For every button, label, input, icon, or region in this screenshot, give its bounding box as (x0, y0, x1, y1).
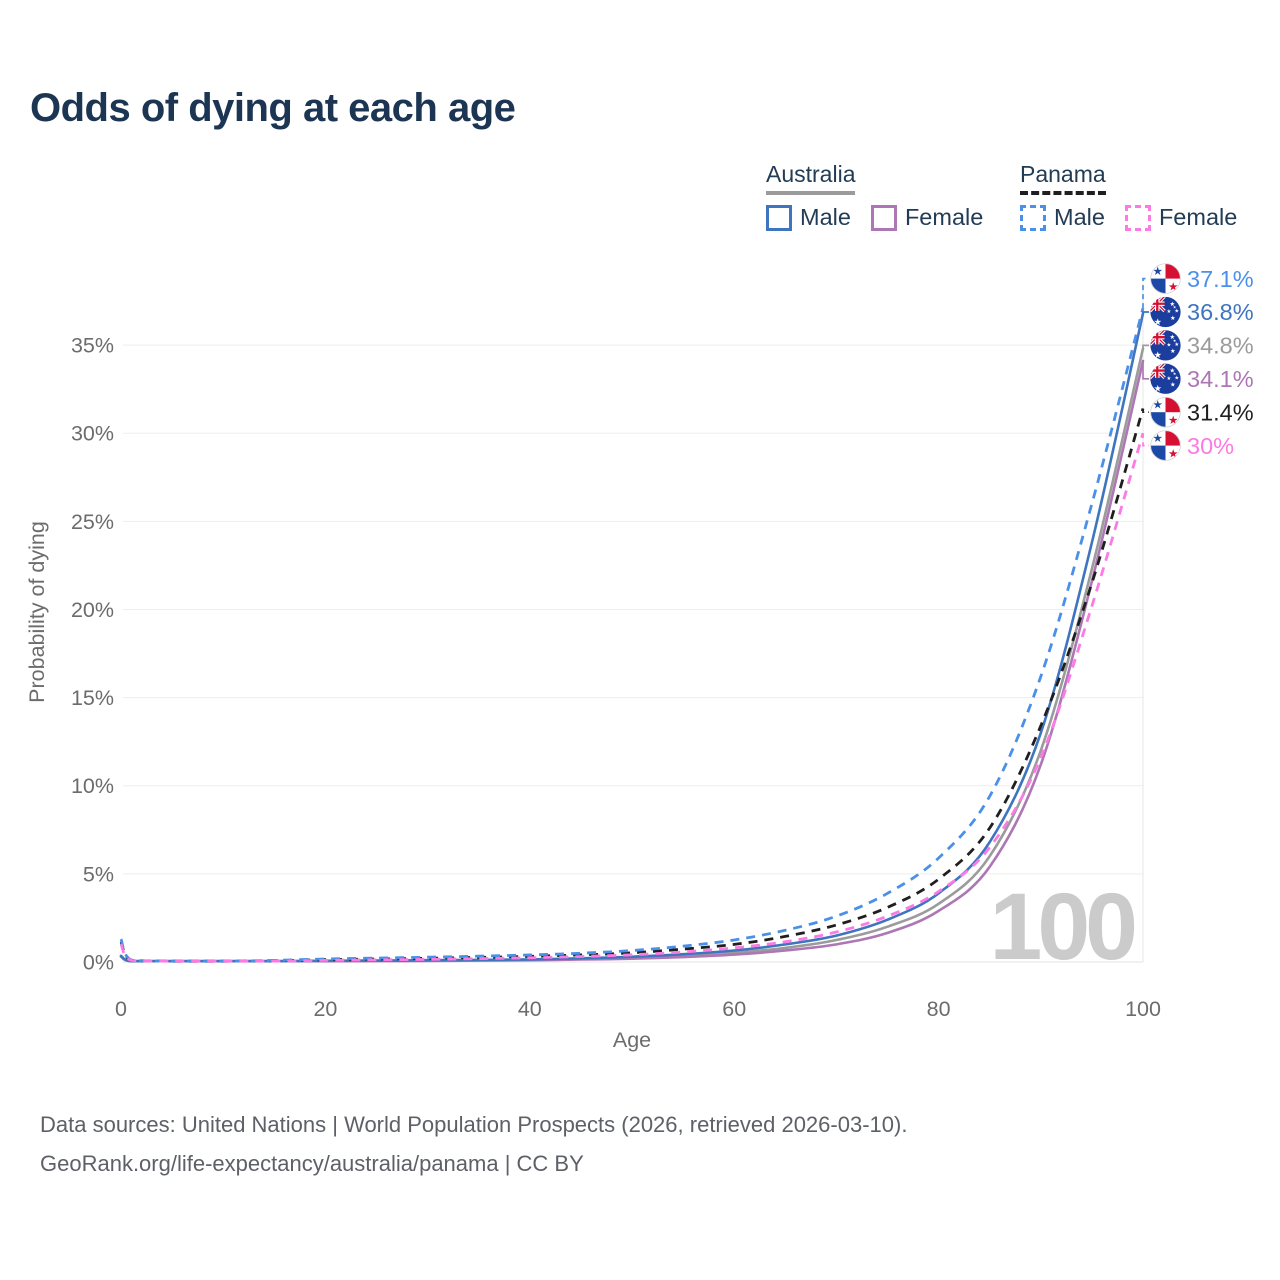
end-label-connector-panama-male (1142, 277, 1149, 309)
australia-flag-icon (1150, 363, 1181, 394)
x-tick-label: 60 (722, 997, 746, 1021)
legend-label: Female (1158, 204, 1238, 231)
panama-female-swatch-icon (1124, 204, 1151, 231)
end-label-value-australia-male: 36.8% (1187, 299, 1254, 325)
legend-row-panama: Male Female (1020, 204, 1237, 231)
series-layer (119, 307, 1145, 963)
legend-item-australia-female[interactable]: Female (870, 204, 984, 231)
x-axis-title: Age (613, 1028, 651, 1052)
australia-flag-icon (1150, 330, 1181, 361)
y-tick-label: 20% (71, 598, 114, 622)
y-tick-label: 30% (71, 422, 114, 446)
legend-group-panama: Panama Male Female (1020, 161, 1237, 231)
x-tick-label: 20 (313, 997, 337, 1021)
y-tick-label: 35% (71, 334, 114, 358)
end-label-connector-australia-both (1142, 344, 1149, 349)
footer-link: GeoRank.org/life-expectancy/australia/pa… (40, 1151, 584, 1176)
age-watermark: 100 (989, 874, 1137, 980)
end-label-value-panama-female: 30% (1187, 433, 1234, 459)
end-label-connector-australia-female (1142, 361, 1149, 380)
legend-item-australia-male[interactable]: Male (766, 204, 851, 231)
series-line-panama-both[interactable] (119, 408, 1145, 963)
x-tick-label: 40 (518, 997, 542, 1021)
series-line-panama-male[interactable] (119, 307, 1145, 963)
australia-male-swatch-icon (766, 204, 792, 231)
y-tick-label: 5% (83, 862, 114, 886)
y-axis-title: Probability of dying (25, 521, 49, 703)
series-line-australia-male[interactable] (119, 312, 1145, 963)
legend-row-australia: Male Female (766, 204, 983, 231)
series-line-australia-female[interactable] (119, 359, 1145, 963)
series-line-australia-both[interactable] (119, 347, 1145, 963)
legend-header-panama[interactable]: Panama (1020, 161, 1106, 196)
legend-header-australia[interactable]: Australia (766, 161, 856, 196)
legend-item-panama-male[interactable]: Male (1020, 204, 1105, 231)
x-tick-label: 0 (115, 997, 127, 1021)
end-label-connector-panama-female (1142, 433, 1149, 447)
x-tick-label: 100 (1125, 997, 1161, 1021)
legend-label: Male (800, 204, 851, 231)
y-tick-label: 25% (71, 510, 114, 534)
y-tick-label: 10% (71, 774, 114, 798)
legend-group-australia: Australia Male Female (766, 161, 983, 231)
end-label-value-australia-both: 34.8% (1187, 333, 1254, 359)
australia-flag-icon (1150, 297, 1181, 328)
y-tick-label: 0% (83, 951, 114, 975)
grid-layer: 0% 5% 10% 15% 20% 25% 30% 35% 0 20 40 60 80 100 Age Pro… (25, 283, 1161, 1052)
australia-female-swatch-icon (870, 204, 897, 231)
legend-item-panama-female[interactable]: Female (1124, 204, 1238, 231)
end-label-value-australia-female: 34.1% (1187, 366, 1254, 392)
page-title: Odds of dying at each age (30, 86, 516, 130)
end-label-value-panama-both: 31.4% (1187, 399, 1254, 425)
legend-label: Male (1054, 204, 1105, 231)
panama-flag-icon (1150, 263, 1181, 294)
footer-sources: Data sources: United Nations | World Pop… (40, 1112, 908, 1137)
y-tick-label: 15% (71, 686, 114, 710)
end-label-connector-panama-both (1142, 408, 1149, 414)
footer-note: Data sources: United Nations | World Pop… (40, 1105, 907, 1183)
series-line-panama-female[interactable] (119, 432, 1145, 963)
panama-flag-icon (1150, 430, 1181, 461)
panama-male-swatch-icon (1020, 204, 1046, 231)
legend-label: Female (904, 204, 984, 231)
panama-flag-icon (1150, 397, 1181, 428)
end-label-value-panama-male: 37.1% (1187, 266, 1254, 292)
x-tick-label: 80 (927, 997, 951, 1021)
end-label-layer: 37.1% 36.8% 34.8% 34.1% 31.4% 30% (1142, 263, 1254, 461)
end-label-connector-australia-male (1142, 311, 1149, 314)
